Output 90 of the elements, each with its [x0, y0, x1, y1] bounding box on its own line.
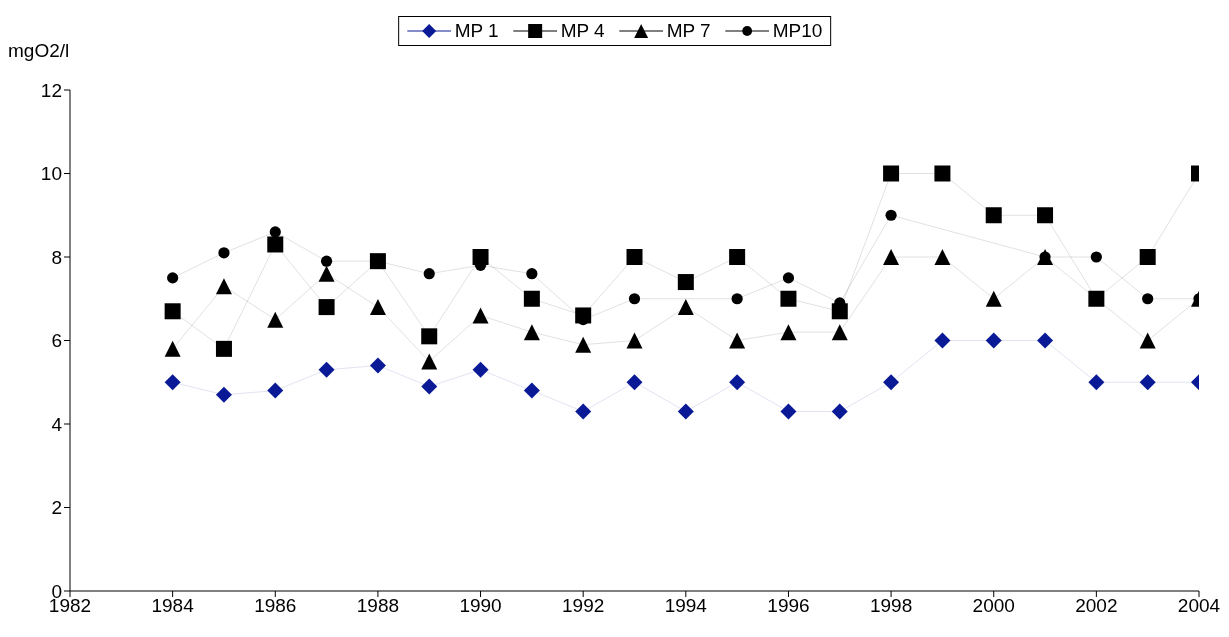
point	[267, 236, 284, 253]
point	[421, 328, 438, 345]
point	[831, 324, 848, 341]
point	[831, 303, 848, 320]
x-tick-label: 1988	[356, 595, 400, 617]
point	[729, 332, 746, 349]
point	[780, 290, 797, 307]
point	[883, 165, 900, 182]
point	[215, 278, 232, 295]
point	[934, 249, 951, 265]
y-tick-label: 12	[40, 79, 62, 101]
point	[523, 290, 540, 307]
x-tick-label: 1992	[562, 595, 605, 617]
y-tick-label: 2	[51, 497, 62, 519]
point	[421, 378, 438, 395]
x-tick-label: 1984	[151, 595, 195, 617]
point	[626, 249, 643, 265]
point	[729, 374, 746, 391]
point	[677, 299, 694, 316]
point	[782, 272, 795, 284]
point	[934, 332, 951, 349]
point	[423, 268, 435, 280]
point	[831, 403, 848, 420]
point	[626, 332, 643, 349]
point	[1139, 374, 1156, 391]
point	[1037, 332, 1054, 349]
x-tick-label: 2000	[972, 595, 1015, 617]
y-tick-label: 4	[51, 413, 63, 435]
point	[677, 274, 694, 291]
point	[575, 403, 592, 420]
point	[985, 332, 1002, 349]
point	[267, 311, 284, 328]
x-tick-label: 1994	[664, 595, 708, 617]
legend-label: MP 7	[666, 20, 711, 42]
point	[523, 382, 540, 399]
point	[267, 382, 284, 399]
point	[218, 247, 230, 259]
y-tick-label: 8	[51, 246, 62, 268]
x-tick-label: 1998	[869, 595, 913, 617]
point	[164, 340, 181, 357]
y-tick-label: 10	[40, 163, 62, 185]
point	[421, 353, 438, 370]
point	[883, 249, 900, 265]
point	[883, 374, 900, 391]
x-tick-label: 1986	[254, 595, 297, 617]
point	[215, 340, 232, 357]
point	[628, 293, 641, 305]
point	[523, 324, 540, 341]
point	[985, 290, 1002, 307]
point	[472, 307, 489, 324]
point	[729, 249, 746, 265]
legend-label: MP10	[772, 20, 823, 42]
point	[164, 374, 181, 391]
point	[677, 403, 694, 420]
point	[369, 299, 386, 316]
y-tick-label: 6	[51, 330, 62, 352]
point	[934, 165, 951, 182]
point	[780, 324, 797, 341]
point	[1139, 249, 1156, 265]
point	[1090, 251, 1102, 263]
point	[164, 303, 181, 320]
point	[472, 249, 489, 265]
point	[1142, 293, 1154, 305]
point	[731, 293, 743, 305]
y-axis-title: mgO2/l	[8, 40, 70, 62]
point	[1139, 332, 1156, 349]
point	[320, 255, 333, 267]
legend-label: MP 4	[560, 20, 605, 42]
point	[780, 403, 797, 420]
point	[318, 361, 335, 378]
point	[1037, 207, 1054, 224]
point	[526, 268, 538, 280]
x-tick-label: 2002	[1075, 595, 1118, 617]
x-tick-label: 1990	[459, 595, 502, 617]
point	[167, 272, 179, 284]
point	[215, 386, 232, 403]
x-tick-label: 1996	[767, 595, 810, 617]
point	[318, 265, 335, 282]
x-tick-label: 2004	[1177, 595, 1221, 617]
point	[575, 336, 592, 353]
point	[985, 207, 1002, 224]
legend-label: MP 1	[454, 20, 499, 42]
point	[318, 299, 335, 316]
point	[885, 209, 897, 221]
point	[472, 361, 489, 378]
point	[575, 307, 592, 324]
point	[626, 374, 643, 391]
point	[1088, 290, 1105, 307]
point	[369, 357, 386, 374]
point	[1088, 374, 1105, 391]
